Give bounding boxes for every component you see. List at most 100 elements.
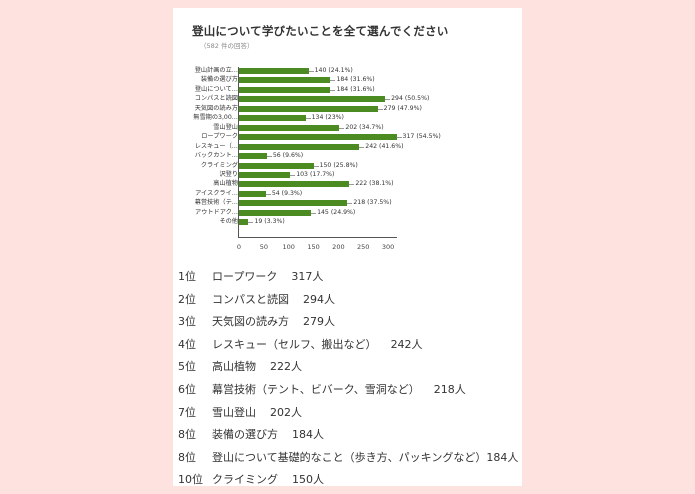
data-label: 150 (25.8%) — [319, 161, 358, 169]
data-label: 294 (50.5%) — [391, 95, 430, 103]
rank-count: 150人 — [292, 473, 324, 487]
rank-count: 279人 — [303, 315, 335, 329]
bar — [239, 181, 350, 188]
category-label: アウトドアク… — [194, 208, 238, 216]
data-label: 202 (34.7%) — [345, 123, 384, 131]
rank-number: 3位 — [178, 315, 196, 329]
category-label: ロープワーク — [201, 133, 238, 141]
label-leader-line — [385, 99, 391, 101]
label-leader-line — [266, 156, 272, 158]
data-label: 242 (41.6%) — [365, 142, 404, 150]
ranking-row: 7位 雪山登山 202人 — [178, 402, 518, 425]
category-label: 高山植物 — [213, 180, 238, 188]
label-leader-line — [308, 71, 314, 72]
bar — [239, 153, 267, 160]
category-label: 無雪期の3,00… — [193, 114, 238, 122]
bar — [239, 209, 312, 216]
data-label: 103 (17.7%) — [296, 170, 335, 178]
label-leader-line — [396, 137, 402, 139]
category-label: クライミング — [200, 161, 238, 169]
ranking-row: 2位 コンパスと読図 294人 — [178, 289, 518, 312]
bar — [239, 134, 397, 141]
data-label: 279 (47.9%) — [383, 104, 422, 112]
rank-item: 装備の選び方 — [212, 428, 278, 442]
rank-count: 317人 — [291, 270, 324, 283]
x-tick-label: 150 — [307, 243, 320, 251]
bar — [239, 162, 314, 169]
category-label: コンパスと読図 — [194, 95, 238, 103]
label-leader-line — [339, 127, 345, 129]
label-leader-line — [377, 108, 383, 110]
bar — [239, 219, 249, 226]
bar — [239, 68, 309, 74]
rank-item: レスキュー（セルフ、搬出など） — [212, 337, 377, 351]
category-label: 装備の選び方 — [200, 76, 238, 84]
rank-count: 184人 — [486, 450, 519, 464]
category-label: 雪山登山 — [213, 123, 238, 131]
ranking-row: 10位 クライミング 150人 — [178, 469, 518, 492]
label-leader-line — [347, 203, 353, 205]
bar — [239, 96, 386, 103]
ranking-row: 4位 レスキュー（セルフ、搬出など） 242人 — [178, 334, 518, 357]
rank-item: 天気図の読み方 — [212, 315, 289, 329]
data-label: 184 (31.6%) — [336, 76, 375, 84]
rank-count: 294人 — [303, 292, 335, 306]
category-label: 天気図の読み方 — [194, 104, 238, 112]
rank-number: 8位 — [178, 450, 196, 464]
x-axis — [238, 237, 397, 238]
data-label: 145 (24.9%) — [317, 208, 356, 216]
label-leader-line — [330, 80, 336, 82]
bar — [239, 143, 360, 150]
rank-number: 5位 — [178, 360, 196, 374]
rank-item: 高山植物 — [212, 360, 256, 374]
data-label: 218 (37.5%) — [353, 199, 392, 207]
bar-chart: 登山計画の立… 140 (24.1%) 装備の選び方 184 (31.6%) 登山につい… — [173, 8, 522, 258]
x-tick-label: 250 — [357, 243, 370, 251]
category-label: 幕営技術（テ… — [194, 199, 238, 207]
rank-count: 222人 — [270, 360, 302, 374]
label-leader-line — [349, 184, 355, 186]
data-label: 317 (54.5%) — [402, 133, 441, 141]
bar — [239, 124, 340, 131]
data-label: 54 (9.3%) — [271, 189, 303, 197]
x-tick-label: 100 — [282, 243, 295, 251]
x-tick-label: 50 — [259, 243, 268, 251]
ranking-list: 1位 ロープワーク 317人 2位 コンパスと読図 294人 3位 天気図の読み方 279人 4位… — [178, 266, 518, 492]
x-tick-label: 300 — [381, 243, 395, 251]
label-leader-line — [311, 212, 317, 214]
ranking-row: 3位 天気図の読み方 279人 — [178, 311, 518, 334]
category-label: 登山について… — [194, 85, 238, 93]
rank-item: ロープワーク — [212, 270, 278, 283]
rank-count: 184人 — [292, 428, 324, 442]
data-label: 19 (3.3%) — [254, 218, 285, 226]
rank-number: 6位 — [178, 382, 196, 396]
category-label: アイスクライ… — [195, 189, 238, 197]
y-axis — [238, 67, 239, 238]
data-label: 140 (24.1%) — [314, 67, 353, 74]
label-leader-line — [305, 118, 311, 120]
rank-count: 218人 — [433, 382, 466, 396]
bar — [239, 105, 378, 112]
rank-number: 4位 — [178, 337, 196, 351]
category-label: レスキュー（… — [194, 142, 238, 150]
x-tick-label: 200 — [332, 243, 345, 251]
label-leader-line — [248, 222, 254, 224]
bar — [239, 200, 348, 207]
rank-item: 雪山登山 — [212, 405, 256, 419]
rank-number: 10位 — [178, 473, 203, 487]
bar — [239, 86, 331, 93]
rank-item: 登山について基礎的なこと（歩き方、パッキングなど） — [212, 450, 487, 464]
category-label: 登山計画の立… — [194, 67, 238, 74]
rank-number: 8位 — [178, 428, 196, 442]
ranking-row: 8位 装備の選び方 184人 — [178, 424, 518, 447]
rank-number: 7位 — [178, 405, 196, 419]
chart-title: 登山について学びたいことを全て選んでください — [192, 24, 449, 38]
response-count: （582 件の回答） — [200, 42, 254, 50]
ranking-row: 5位 高山植物 222人 — [178, 356, 518, 379]
bar — [239, 115, 306, 122]
rank-item: コンパスと読図 — [212, 292, 289, 306]
x-tick-label: 0 — [236, 243, 242, 251]
data-label: 184 (31.6%) — [336, 85, 375, 93]
rank-count: 202人 — [270, 405, 302, 419]
ranking-row: 8位 登山について基礎的なこと（歩き方、パッキングなど）184人 — [178, 447, 518, 470]
